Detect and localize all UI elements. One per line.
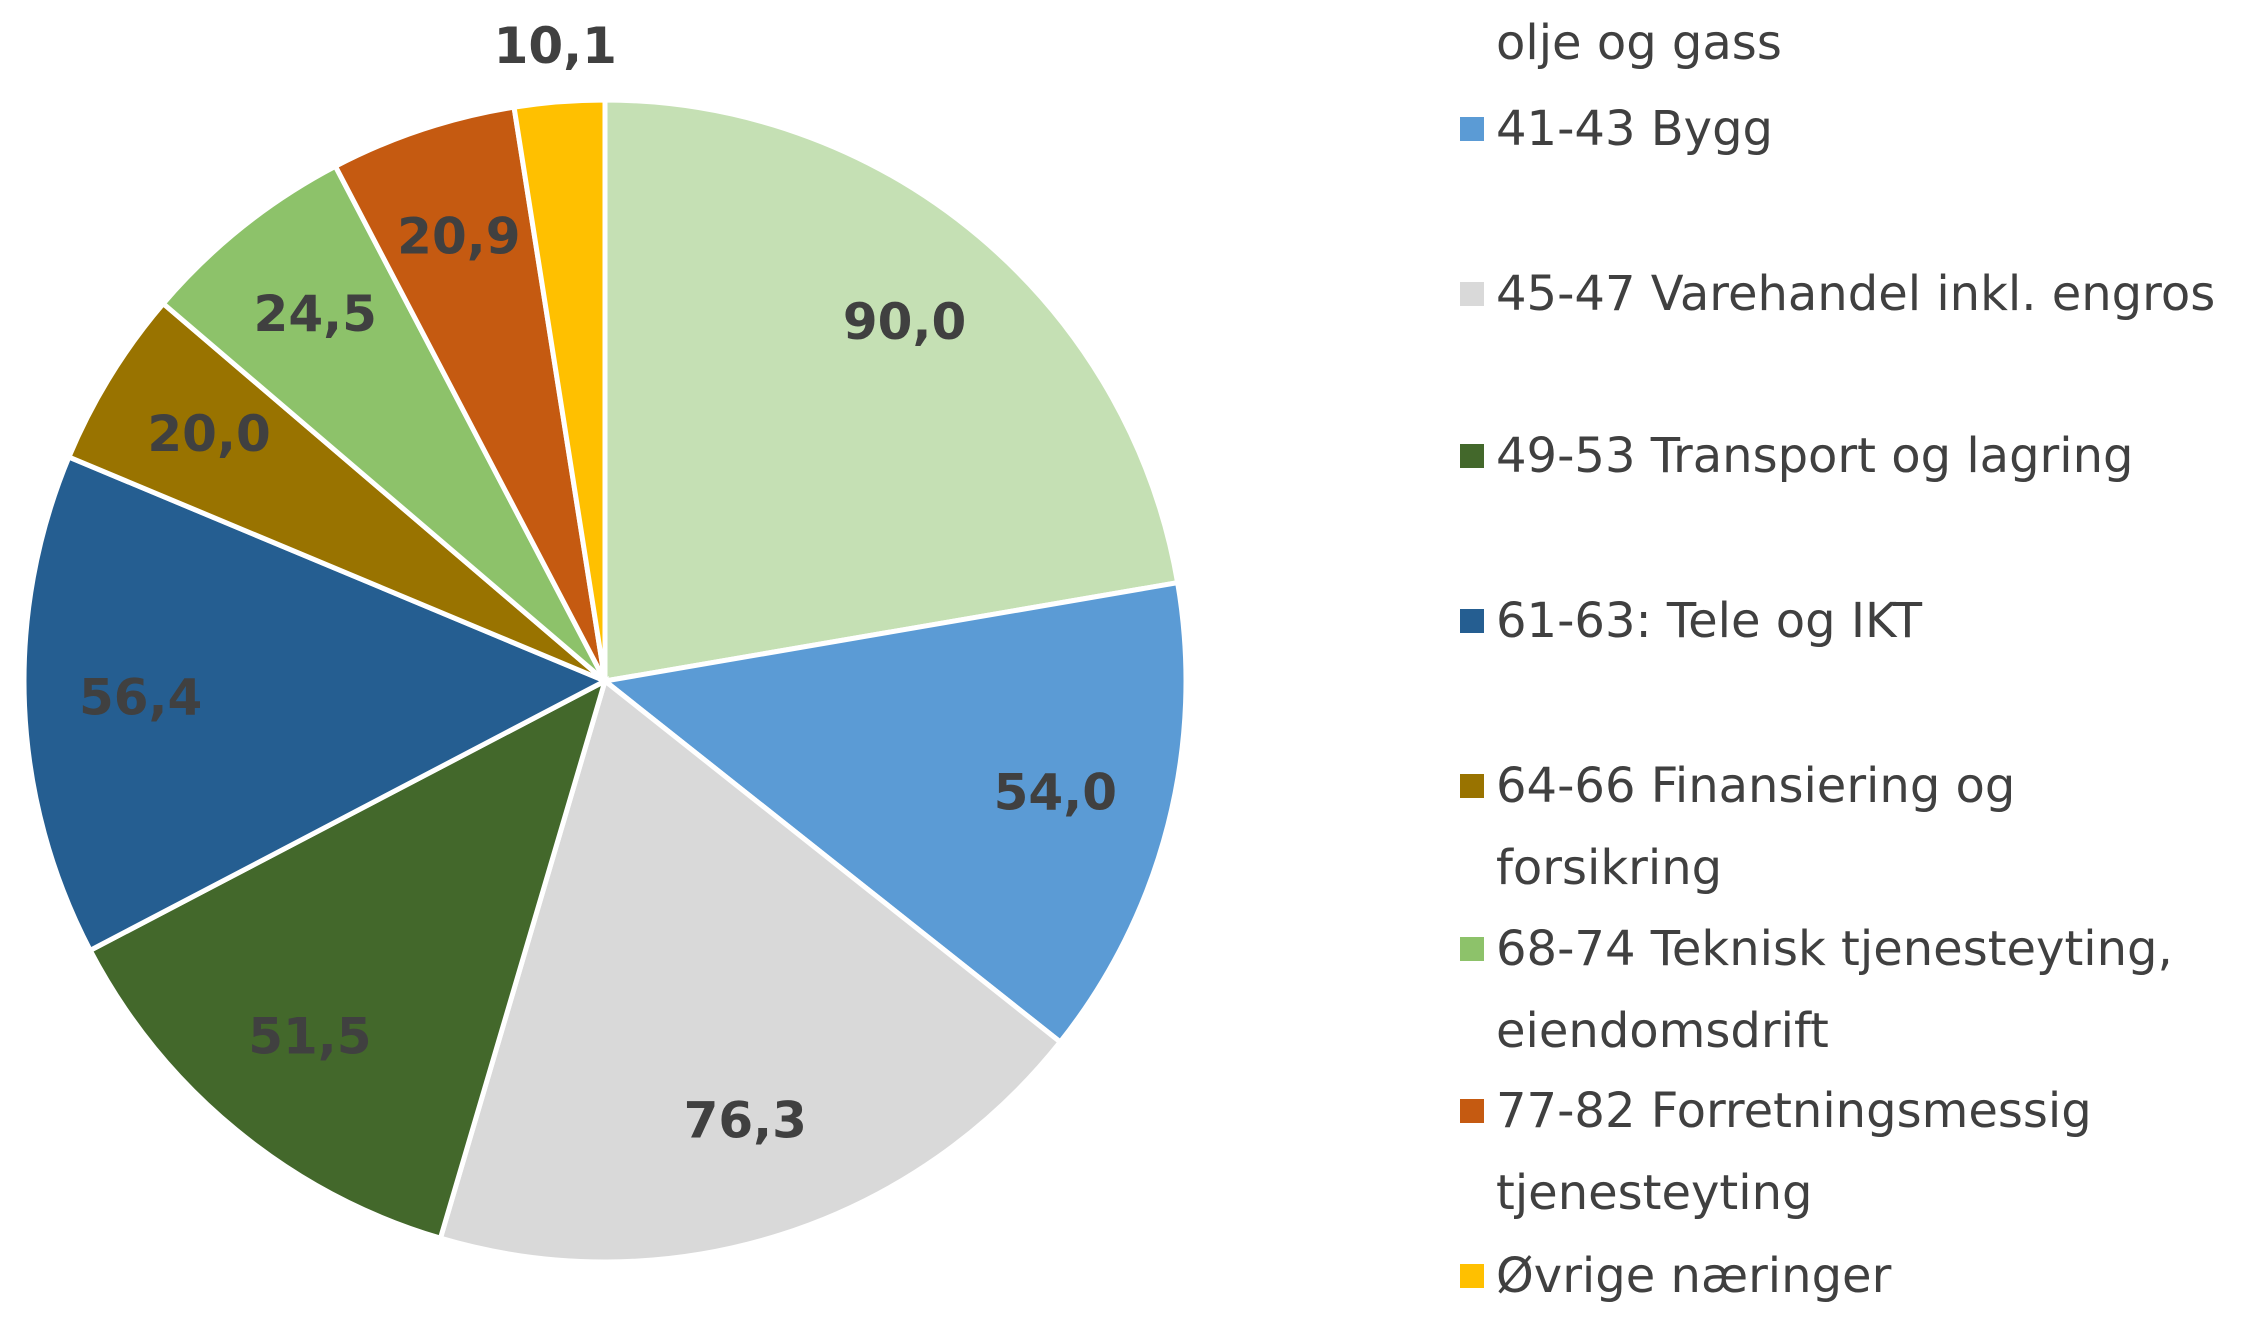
legend-label: Øvrige næringer — [1496, 1248, 1892, 1304]
pie-slice — [65, 300, 607, 684]
data-label: 51,5 — [248, 1008, 371, 1066]
data-label: 20,0 — [147, 405, 270, 463]
pie-slice — [511, 97, 608, 682]
data-label: 76,3 — [684, 1092, 807, 1150]
legend-label: 64-66 Finansiering og forsikring — [1496, 758, 2016, 896]
legend-marker — [1460, 937, 1484, 961]
legend-marker — [1460, 774, 1484, 798]
legend-marker — [1460, 1264, 1484, 1288]
legend-label: 45-47 Varehandel inkl. engros — [1496, 266, 2216, 322]
pie-slice — [602, 97, 1181, 684]
pie-slice — [21, 453, 611, 954]
legend-marker — [1460, 117, 1484, 141]
legend-marker — [1460, 282, 1484, 306]
legend-label: 68-74 Teknisk tjenesteyting, eiendomsdri… — [1496, 921, 2173, 1059]
pie-chart: 90,0 54,0 76,3 51,5 56,4 20,0 24,5 20,9 10,1 — [21, 17, 1189, 1265]
pie-slice — [86, 676, 610, 1242]
legend-marker — [1460, 1099, 1484, 1123]
data-label: 10,1 — [494, 17, 617, 75]
legend-label: 49-53 Transport og lagring — [1496, 428, 2134, 484]
pie-slice — [599, 579, 1189, 1046]
legend-label: 61-63: Tele og IKT — [1496, 593, 1923, 649]
legend-label: olje og gass — [1496, 15, 1782, 71]
legend-marker — [1460, 609, 1484, 633]
data-label: 54,0 — [994, 764, 1117, 822]
legend-marker — [1460, 444, 1484, 468]
pie-slice — [159, 162, 608, 683]
legend-label: 41-43 Bygg — [1496, 101, 1774, 157]
pie-slice — [437, 676, 1064, 1265]
pie-slice — [332, 104, 608, 683]
data-label: 20,9 — [397, 207, 520, 265]
data-label: 24,5 — [254, 285, 377, 343]
legend-label: 77-82 Forretningsmessig tjenesteyting — [1496, 1083, 2092, 1221]
data-label: 56,4 — [79, 669, 202, 727]
data-label: 90,0 — [843, 293, 966, 351]
